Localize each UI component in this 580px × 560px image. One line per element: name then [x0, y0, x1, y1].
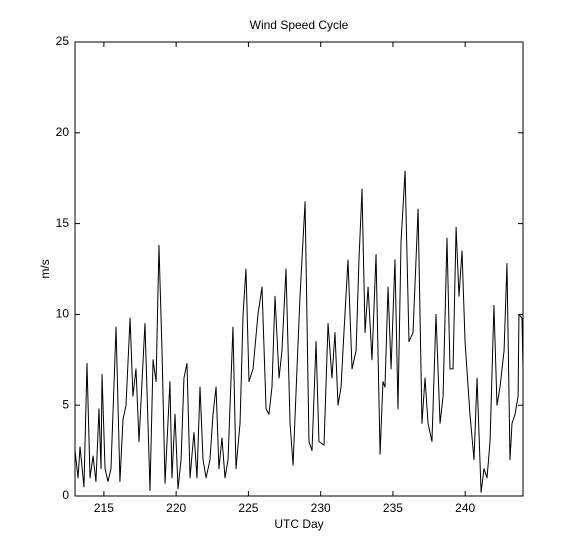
x-tick-label: 225 — [238, 501, 258, 515]
x-tick-label: 220 — [166, 501, 186, 515]
y-tick-label: 10 — [56, 307, 70, 321]
y-tick-label: 20 — [56, 125, 70, 139]
x-tick-label: 235 — [383, 501, 403, 515]
x-axis-label: UTC Day — [274, 517, 323, 531]
plot-frame — [74, 41, 524, 497]
x-tick-label: 215 — [94, 501, 114, 515]
x-tick-label: 230 — [311, 501, 331, 515]
chart-title: Wind Speed Cycle — [250, 18, 349, 32]
y-tick-label: 25 — [56, 34, 70, 48]
x-tick-label: 240 — [455, 501, 475, 515]
data-line — [74, 170, 524, 493]
y-axis-label: m/s — [38, 259, 52, 278]
y-tick-label: 5 — [62, 397, 69, 411]
y-tick-label: 15 — [56, 216, 70, 230]
y-tick-label: 0 — [62, 488, 69, 502]
